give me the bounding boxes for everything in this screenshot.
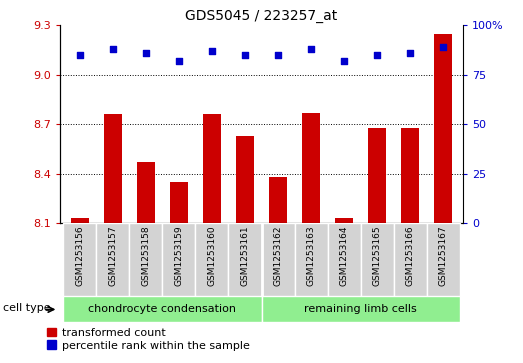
Bar [104,114,122,223]
Text: GSM1253163: GSM1253163 [306,225,315,286]
Title: GDS5045 / 223257_at: GDS5045 / 223257_at [185,9,338,23]
Bar [327,223,360,296]
Bar [137,162,155,223]
Bar [302,113,320,223]
Bar [96,223,130,296]
Bar [196,223,229,296]
Bar [401,128,419,223]
Text: GSM1253156: GSM1253156 [75,225,84,286]
Point [142,50,150,56]
Point [307,46,315,52]
Point [406,50,414,56]
Text: GSM1253166: GSM1253166 [405,225,415,286]
Bar [63,223,96,296]
Bar [294,223,327,296]
Text: GSM1253164: GSM1253164 [339,225,348,286]
Text: GSM1253161: GSM1253161 [241,225,249,286]
Text: GSM1253160: GSM1253160 [208,225,217,286]
Text: GSM1253158: GSM1253158 [141,225,151,286]
Point [274,52,282,58]
Text: chondrocyte condensation: chondrocyte condensation [88,304,236,314]
Bar [71,218,89,223]
Text: cell type: cell type [3,303,51,313]
Point [340,58,348,64]
Point [439,44,447,50]
Bar [262,296,460,322]
Text: GSM1253159: GSM1253159 [175,225,184,286]
Point [208,48,216,54]
Bar [63,296,262,322]
Bar [229,223,262,296]
Text: GSM1253165: GSM1253165 [372,225,382,286]
Bar [163,223,196,296]
Bar [170,182,188,223]
Point [109,46,117,52]
Text: GSM1253167: GSM1253167 [439,225,448,286]
Text: GSM1253157: GSM1253157 [108,225,118,286]
Bar [262,223,294,296]
Bar [393,223,427,296]
Text: remaining limb cells: remaining limb cells [304,304,417,314]
Point [76,52,84,58]
Point [241,52,249,58]
Bar [335,218,353,223]
Bar [368,128,386,223]
Legend: transformed count, percentile rank within the sample: transformed count, percentile rank withi… [48,327,249,351]
Bar [269,177,287,223]
Point [175,58,183,64]
Text: GSM1253162: GSM1253162 [274,225,282,286]
Point [373,52,381,58]
Bar [236,136,254,223]
Bar [130,223,163,296]
Bar [203,114,221,223]
Bar [427,223,460,296]
Bar [434,34,452,223]
Bar [360,223,393,296]
